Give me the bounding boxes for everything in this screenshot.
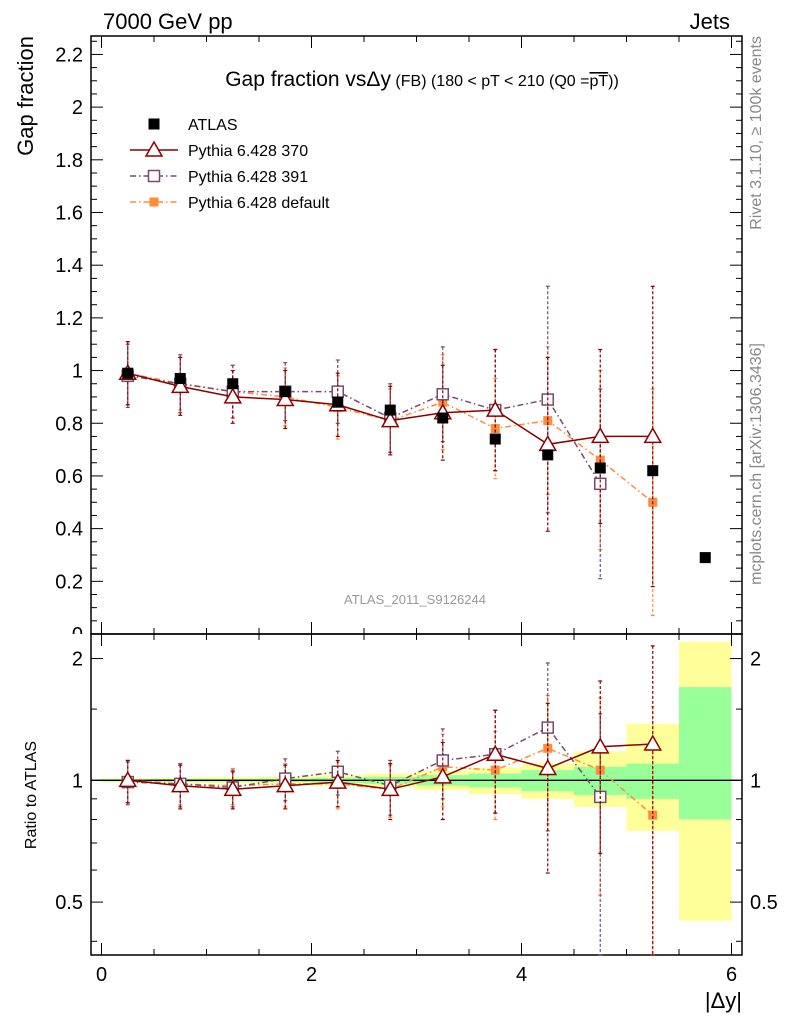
- marker-triangle: [590, 737, 610, 754]
- rivet-label: Rivet 3.1.10, ≥ 100k events: [748, 36, 765, 230]
- x-tick-label: 6: [726, 964, 737, 986]
- ratio-ylabel: Ratio to ATLAS: [23, 741, 40, 849]
- marker-triangle: [223, 387, 243, 404]
- header-left: 7000 GeV pp: [103, 9, 233, 34]
- marker-triangle: [275, 390, 295, 407]
- marker-triangle: [170, 376, 190, 394]
- marker-triangle: [485, 744, 505, 762]
- marker-data: [437, 412, 449, 424]
- legend-label: ATLAS: [188, 117, 238, 134]
- marker-square-filled: [490, 765, 500, 775]
- ratio-y-tick-label: 2: [72, 649, 83, 671]
- marker-triangle: [328, 772, 348, 789]
- marker-triangle: [643, 426, 663, 444]
- y-tick-label: 2.2: [55, 44, 83, 66]
- y-edge-label-group: 0: [72, 624, 83, 646]
- ratio-series-line: [127, 726, 601, 798]
- x-tick-label: 0: [96, 964, 107, 986]
- legend-label: Pythia 6.428 391: [188, 169, 308, 186]
- main-plot: 0.2 0.4 0.6 0.8 1 1.2 1.4 1.6 1.8 2 2.2 0: [55, 35, 743, 646]
- marker-square-filled: [149, 197, 159, 207]
- ratio-series-line: [127, 747, 654, 816]
- legend: ATLAS Pythia 6.428 370 Pythia 6.428 391 Pyt…: [130, 117, 330, 212]
- marker-triangle: [538, 758, 558, 776]
- marker-data: [647, 465, 659, 477]
- ratio-band-inner: [679, 687, 732, 820]
- ratio-y-tick-label-right: 0.5: [750, 892, 778, 914]
- marker-data: [489, 433, 501, 445]
- marker-data: [227, 378, 239, 390]
- marker-triangle: [643, 734, 663, 751]
- marker-data: [699, 552, 711, 564]
- chart-title: Gap fraction vsΔy (FB) (180 < pT < 210 (…: [225, 68, 619, 91]
- marker-data: [174, 372, 186, 384]
- ratio-y-tick-label-right: 1: [750, 770, 761, 792]
- title-overline: pT: [589, 73, 608, 90]
- y-tick-label: 1.2: [55, 308, 83, 330]
- marker-triangle: [170, 776, 190, 793]
- marker-triangle: [380, 411, 400, 428]
- ratio-y-tick-label: 0.5: [55, 892, 83, 914]
- marker-square-filled: [490, 424, 500, 434]
- y-tick-label: 0.8: [55, 413, 83, 435]
- marker-triangle: [223, 779, 243, 797]
- title-end: )): [608, 73, 619, 90]
- marker-square-filled: [543, 416, 553, 426]
- series-line: [127, 375, 601, 485]
- header-right: Jets: [690, 9, 730, 34]
- marker-data: [384, 404, 396, 416]
- ratio-plot: 0 2 4 6 0.5 0.5 1 1 2 2: [55, 633, 778, 986]
- marker-square-open: [594, 477, 607, 491]
- x-tick-label: 2: [306, 964, 317, 986]
- y-tick-label: 1.4: [55, 255, 83, 277]
- legend-label: Pythia 6.428 370: [188, 143, 308, 160]
- y-tick-label: 1.8: [55, 150, 83, 172]
- marker-square-open: [541, 721, 554, 734]
- y-tick-label: 0.4: [55, 519, 83, 541]
- marker-data: [594, 462, 606, 474]
- y-tick-label: 2: [72, 97, 83, 119]
- legend-label: Pythia 6.428 default: [188, 195, 330, 212]
- marker-data: [542, 449, 554, 461]
- title-sub: (FB) (180 < pT < 210 (Q0 =: [395, 73, 589, 90]
- y-edge-label: 0: [72, 624, 83, 646]
- title-main: Gap fraction vsΔy: [225, 68, 391, 91]
- marker-data: [148, 118, 160, 130]
- x-tick-label: 4: [516, 964, 527, 986]
- marker-square-open: [436, 388, 449, 401]
- marker-data: [332, 396, 344, 408]
- marker-triangle: [118, 770, 138, 788]
- marker-triangle: [380, 779, 400, 797]
- marker-triangle: [144, 140, 164, 157]
- y-tick-label: 0.2: [55, 571, 83, 593]
- y-tick-label: 1: [72, 361, 83, 383]
- marker-square-open: [147, 169, 161, 183]
- ratio-y-tick-label-right: 2: [750, 649, 761, 671]
- marker-data: [122, 367, 134, 379]
- marker-square-filled: [648, 810, 658, 820]
- marker-triangle: [433, 767, 453, 784]
- ratio-y-tick-label: 1: [72, 770, 83, 792]
- y-tick-label: 0.6: [55, 466, 83, 488]
- main-ylabel: Gap fraction: [13, 36, 38, 156]
- marker-triangle: [590, 426, 610, 444]
- marker-data: [279, 386, 291, 398]
- y-tick-label: 1.6: [55, 203, 83, 225]
- watermark: ATLAS_2011_S9126244: [344, 592, 486, 607]
- mcplots-label: mcplots.cern.ch [arXiv:1306.3436]: [748, 343, 765, 585]
- ratio-xlabel: |Δy|: [705, 988, 742, 1013]
- marker-triangle: [485, 400, 505, 417]
- marker-triangle: [275, 776, 295, 793]
